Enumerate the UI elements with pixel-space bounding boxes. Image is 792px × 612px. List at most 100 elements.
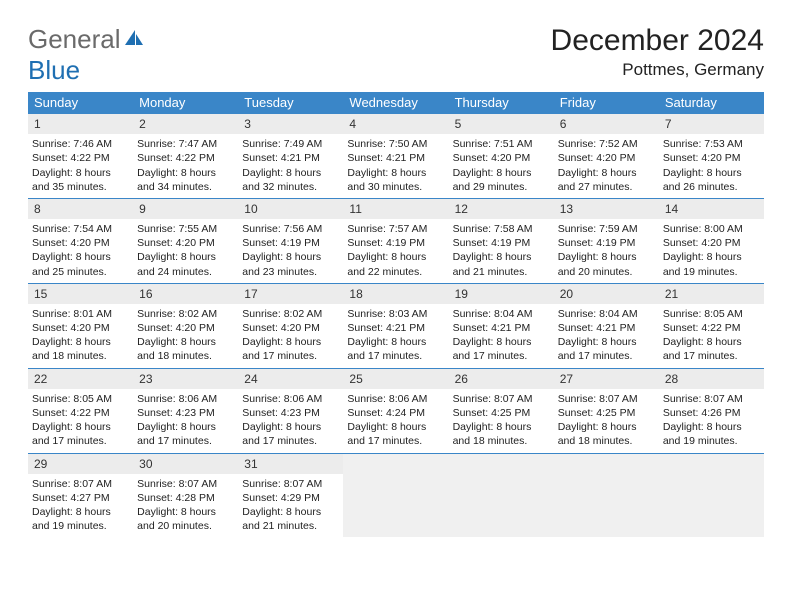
day-number: 25 [343, 369, 448, 389]
daylight-line-2: and 17 minutes. [137, 434, 234, 448]
sunset-line: Sunset: 4:19 PM [242, 236, 339, 250]
sunrise-line: Sunrise: 8:05 AM [663, 307, 760, 321]
day-number: 8 [28, 199, 133, 219]
calendar-day-cell: 5Sunrise: 7:51 AMSunset: 4:20 PMDaylight… [449, 114, 554, 198]
sunset-line: Sunset: 4:21 PM [347, 321, 444, 335]
sunset-line: Sunset: 4:27 PM [32, 491, 129, 505]
sunrise-line: Sunrise: 8:07 AM [137, 477, 234, 491]
day-number: 16 [133, 284, 238, 304]
daylight-line-1: Daylight: 8 hours [242, 335, 339, 349]
daylight-line-1: Daylight: 8 hours [32, 505, 129, 519]
daylight-line-1: Daylight: 8 hours [32, 335, 129, 349]
weekday-header: Friday [554, 92, 659, 114]
calendar-day-cell: 23Sunrise: 8:06 AMSunset: 4:23 PMDayligh… [133, 369, 238, 453]
calendar-table: SundayMondayTuesdayWednesdayThursdayFrid… [28, 92, 764, 537]
sunset-line: Sunset: 4:21 PM [242, 151, 339, 165]
daylight-line-2: and 35 minutes. [32, 180, 129, 194]
daylight-line-2: and 17 minutes. [242, 349, 339, 363]
daylight-line-2: and 21 minutes. [453, 265, 550, 279]
sunset-line: Sunset: 4:22 PM [32, 151, 129, 165]
calendar-empty-cell [554, 454, 659, 538]
calendar-empty-cell [449, 454, 554, 538]
daylight-line-1: Daylight: 8 hours [663, 166, 760, 180]
brand-logo: GeneralBlue [28, 24, 145, 86]
calendar-day-cell: 20Sunrise: 8:04 AMSunset: 4:21 PMDayligh… [554, 284, 659, 368]
title-block: December 2024 Pottmes, Germany [551, 24, 764, 88]
daylight-line-1: Daylight: 8 hours [137, 505, 234, 519]
sunset-line: Sunset: 4:19 PM [453, 236, 550, 250]
daylight-line-1: Daylight: 8 hours [242, 166, 339, 180]
sunset-line: Sunset: 4:22 PM [32, 406, 129, 420]
sunrise-line: Sunrise: 8:03 AM [347, 307, 444, 321]
sunrise-line: Sunrise: 8:07 AM [32, 477, 129, 491]
sunrise-line: Sunrise: 7:56 AM [242, 222, 339, 236]
day-number: 21 [659, 284, 764, 304]
daylight-line-2: and 17 minutes. [453, 349, 550, 363]
daylight-line-1: Daylight: 8 hours [242, 250, 339, 264]
calendar-day-cell: 9Sunrise: 7:55 AMSunset: 4:20 PMDaylight… [133, 199, 238, 283]
sunrise-line: Sunrise: 8:07 AM [453, 392, 550, 406]
sunset-line: Sunset: 4:20 PM [453, 151, 550, 165]
day-number: 13 [554, 199, 659, 219]
day-number: 4 [343, 114, 448, 134]
sunset-line: Sunset: 4:21 PM [558, 321, 655, 335]
day-number: 10 [238, 199, 343, 219]
calendar-day-cell: 19Sunrise: 8:04 AMSunset: 4:21 PMDayligh… [449, 284, 554, 368]
sunset-line: Sunset: 4:28 PM [137, 491, 234, 505]
daylight-line-2: and 20 minutes. [137, 519, 234, 533]
daylight-line-1: Daylight: 8 hours [137, 250, 234, 264]
day-number: 15 [28, 284, 133, 304]
daylight-line-1: Daylight: 8 hours [137, 420, 234, 434]
calendar-week-row: 8Sunrise: 7:54 AMSunset: 4:20 PMDaylight… [28, 199, 764, 284]
brand-word-1: General [28, 24, 121, 54]
sunrise-line: Sunrise: 7:52 AM [558, 137, 655, 151]
weekday-header: Monday [133, 92, 238, 114]
daylight-line-2: and 30 minutes. [347, 180, 444, 194]
sunrise-line: Sunrise: 8:02 AM [242, 307, 339, 321]
calendar-day-cell: 30 Sunrise: 8:07 AMSunset: 4:28 PMDayligh… [133, 454, 238, 538]
weekday-header: Sunday [28, 92, 133, 114]
calendar-empty-cell [659, 454, 764, 538]
daylight-line-2: and 27 minutes. [558, 180, 655, 194]
sunrise-line: Sunrise: 8:07 AM [558, 392, 655, 406]
calendar-day-cell: 18Sunrise: 8:03 AMSunset: 4:21 PMDayligh… [343, 284, 448, 368]
daylight-line-1: Daylight: 8 hours [663, 335, 760, 349]
day-number: 11 [343, 199, 448, 219]
day-number: 26 [449, 369, 554, 389]
sunrise-line: Sunrise: 7:51 AM [453, 137, 550, 151]
calendar-day-cell: 7Sunrise: 7:53 AMSunset: 4:20 PMDaylight… [659, 114, 764, 198]
day-number: 24 [238, 369, 343, 389]
daylight-line-1: Daylight: 8 hours [347, 166, 444, 180]
daylight-line-1: Daylight: 8 hours [32, 420, 129, 434]
day-number: 30 [133, 454, 238, 474]
page-title: December 2024 [551, 24, 764, 58]
sail-icon [123, 28, 145, 48]
day-number: 3 [238, 114, 343, 134]
calendar-day-cell: 26Sunrise: 8:07 AMSunset: 4:25 PMDayligh… [449, 369, 554, 453]
day-number: 7 [659, 114, 764, 134]
daylight-line-1: Daylight: 8 hours [663, 420, 760, 434]
brand-word-2: Blue [28, 55, 80, 85]
sunrise-line: Sunrise: 7:59 AM [558, 222, 655, 236]
calendar-day-cell: 31Sunrise: 8:07 AMSunset: 4:29 PMDayligh… [238, 454, 343, 538]
calendar-day-cell: 14Sunrise: 8:00 AMSunset: 4:20 PMDayligh… [659, 199, 764, 283]
daylight-line-2: and 19 minutes. [663, 434, 760, 448]
weekday-header: Tuesday [238, 92, 343, 114]
sunrise-line: Sunrise: 8:07 AM [242, 477, 339, 491]
sunrise-line: Sunrise: 8:02 AM [137, 307, 234, 321]
sunrise-line: Sunrise: 8:04 AM [453, 307, 550, 321]
sunrise-line: Sunrise: 8:00 AM [663, 222, 760, 236]
sunrise-line: Sunrise: 8:01 AM [32, 307, 129, 321]
sunrise-line: Sunrise: 7:58 AM [453, 222, 550, 236]
day-number: 19 [449, 284, 554, 304]
sunset-line: Sunset: 4:24 PM [347, 406, 444, 420]
daylight-line-2: and 18 minutes. [453, 434, 550, 448]
daylight-line-1: Daylight: 8 hours [242, 505, 339, 519]
calendar-day-cell: 21Sunrise: 8:05 AMSunset: 4:22 PMDayligh… [659, 284, 764, 368]
sunset-line: Sunset: 4:20 PM [663, 151, 760, 165]
daylight-line-2: and 18 minutes. [32, 349, 129, 363]
calendar-day-cell: 1Sunrise: 7:46 AMSunset: 4:22 PMDaylight… [28, 114, 133, 198]
calendar-day-cell: 25Sunrise: 8:06 AMSunset: 4:24 PMDayligh… [343, 369, 448, 453]
calendar-day-cell: 4Sunrise: 7:50 AMSunset: 4:21 PMDaylight… [343, 114, 448, 198]
day-number: 28 [659, 369, 764, 389]
